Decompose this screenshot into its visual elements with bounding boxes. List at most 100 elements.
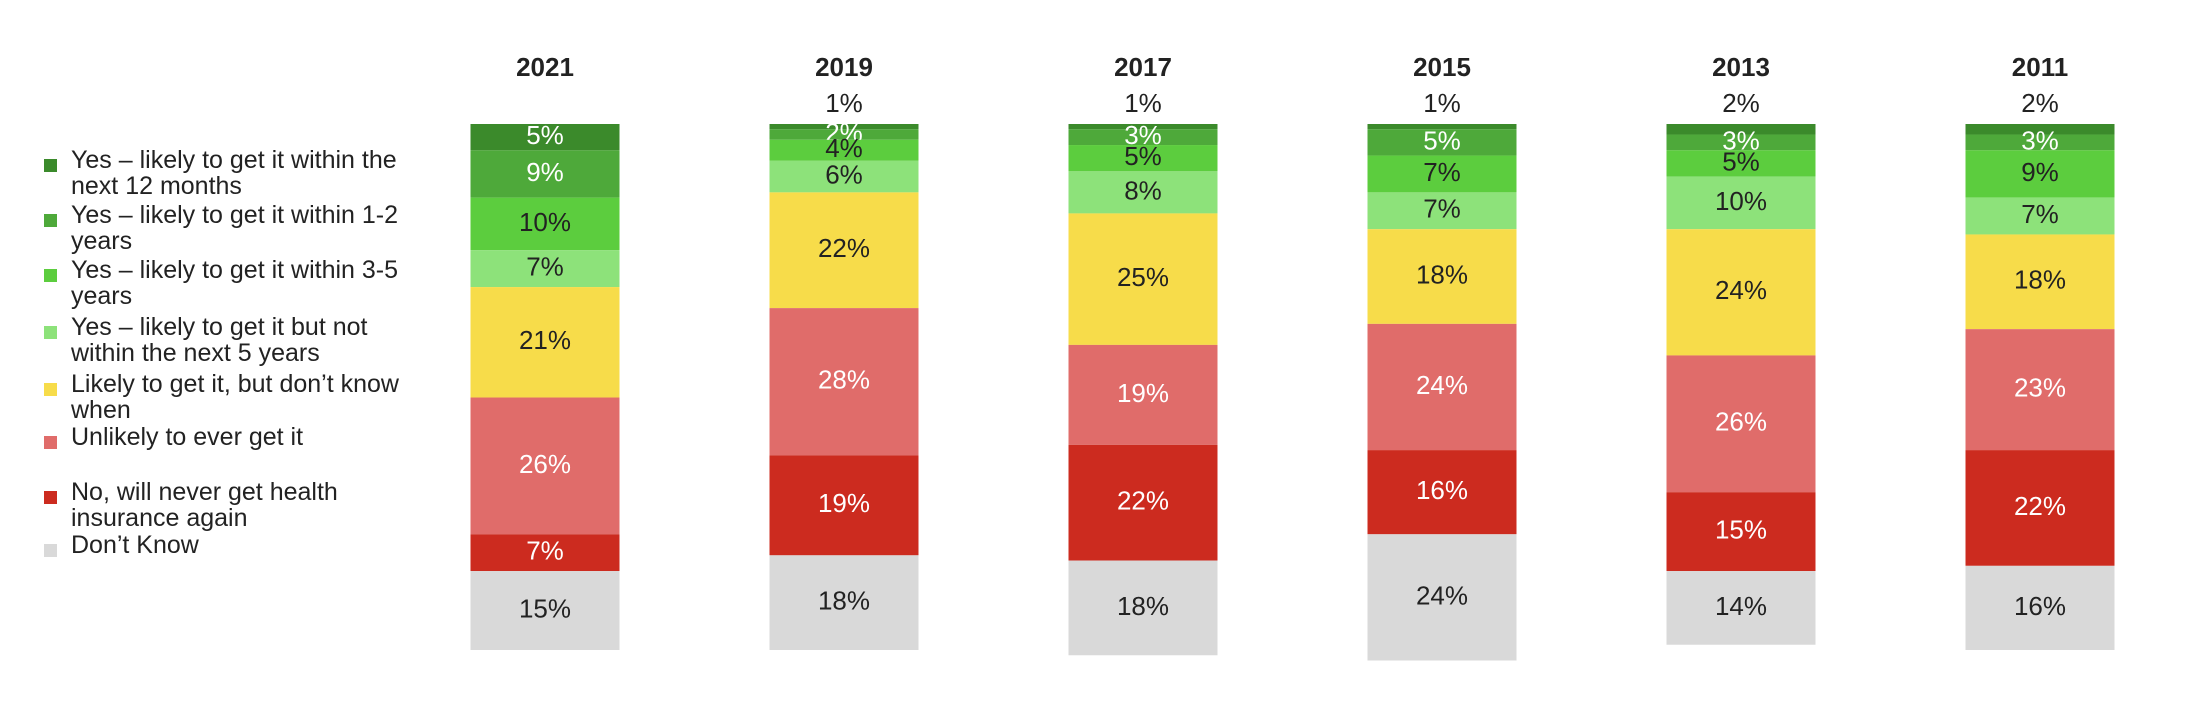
bar-segment xyxy=(1666,355,1816,493)
bar-segment xyxy=(1068,171,1218,214)
legend-item: Likely to get it, but don’t know when xyxy=(44,371,424,423)
legend-label: No, will never get health insurance agai… xyxy=(71,478,338,532)
bar-segment xyxy=(1367,323,1517,451)
bar-segment xyxy=(769,139,919,161)
data-label: 2% xyxy=(1722,88,1760,118)
bar-segment xyxy=(1666,571,1816,645)
bar-segment xyxy=(1367,534,1517,661)
bar-segment xyxy=(769,129,919,140)
legend-swatch xyxy=(44,383,57,396)
bar-segment xyxy=(470,197,620,251)
bar-segment xyxy=(1666,124,1816,135)
bar-segment xyxy=(769,124,919,130)
data-label: 18% xyxy=(1117,591,1169,621)
x-tick-label: 2015 xyxy=(1413,52,1471,82)
bar-segment xyxy=(769,455,919,556)
data-label: 18% xyxy=(2014,265,2066,295)
data-label: 1% xyxy=(1423,88,1461,118)
bar-segment xyxy=(470,250,620,288)
legend-swatch xyxy=(44,436,57,449)
bar-segment xyxy=(1068,560,1218,656)
bar-segment xyxy=(1965,134,2115,151)
legend-label: Yes – likely to get it but not within th… xyxy=(71,313,368,367)
data-label: 5% xyxy=(1124,141,1162,171)
legend-item: Yes – likely to get it within 3-5 years xyxy=(44,257,424,309)
bar-segment xyxy=(470,534,620,572)
data-label: 24% xyxy=(1416,580,1468,610)
bar-segment xyxy=(1367,124,1517,130)
bar-segment xyxy=(1367,229,1517,324)
data-label: 9% xyxy=(526,157,564,187)
data-label: 10% xyxy=(1715,186,1767,216)
x-tick-label: 2013 xyxy=(1712,52,1770,82)
bar-segment xyxy=(470,571,620,650)
legend-item: Yes – likely to get it but not within th… xyxy=(44,314,424,366)
bar-segment xyxy=(1068,213,1218,345)
data-label: 23% xyxy=(2014,373,2066,403)
bar-segment xyxy=(470,397,620,535)
legend-item: Yes – likely to get it within 1-2 years xyxy=(44,202,424,254)
legend-label: Unlikely to ever get it xyxy=(71,423,304,451)
legend-label: Yes – likely to get it within 3-5 years xyxy=(71,256,399,310)
data-label: 14% xyxy=(1715,591,1767,621)
data-label: 25% xyxy=(1117,262,1169,292)
data-label: 4% xyxy=(825,133,863,163)
bar-segment xyxy=(1965,450,2115,566)
data-label: 5% xyxy=(1423,125,1461,155)
data-label: 9% xyxy=(2021,157,2059,187)
data-label: 2% xyxy=(2021,88,2059,118)
bar-segment xyxy=(1965,234,2115,330)
bar-segment xyxy=(1965,124,2115,135)
bar-segment xyxy=(1666,150,1816,177)
bar-segment xyxy=(769,192,919,309)
legend-label: Yes – likely to get it within the next 1… xyxy=(71,146,397,200)
bar-segment xyxy=(1367,155,1517,193)
data-label: 26% xyxy=(519,449,571,479)
legend-swatch xyxy=(44,214,57,227)
data-label: 21% xyxy=(519,325,571,355)
data-label: 3% xyxy=(1722,125,1760,155)
bar-segment xyxy=(1068,145,1218,172)
data-label: 28% xyxy=(818,365,870,395)
x-tick-label: 2011 xyxy=(2012,52,2068,82)
data-label: 24% xyxy=(1416,370,1468,400)
bar-segment xyxy=(769,308,919,456)
data-label: 1% xyxy=(1124,88,1162,118)
bar-segment xyxy=(1965,197,2115,235)
data-label: 16% xyxy=(2014,591,2066,621)
bar-segment xyxy=(769,555,919,650)
data-label: 24% xyxy=(1715,275,1767,305)
data-label: 18% xyxy=(818,586,870,616)
data-label: 22% xyxy=(1117,486,1169,516)
data-label: 16% xyxy=(1416,475,1468,505)
legend-swatch xyxy=(44,159,57,172)
legend-label: Yes – likely to get it within 1-2 years xyxy=(71,201,399,255)
data-label: 26% xyxy=(1715,407,1767,437)
data-label: 7% xyxy=(1423,157,1461,187)
bar-segment xyxy=(1068,444,1218,561)
x-tick-label: 2021 xyxy=(516,52,574,82)
bar-segment xyxy=(1965,150,2115,198)
data-label: 10% xyxy=(519,207,571,237)
bar-segment xyxy=(1965,329,2115,451)
data-label: 19% xyxy=(1117,378,1169,408)
bar-segment xyxy=(470,287,620,398)
data-label: 7% xyxy=(2021,199,2059,229)
data-label: 6% xyxy=(825,159,863,189)
data-label: 15% xyxy=(519,593,571,623)
data-label: 3% xyxy=(1124,120,1162,150)
data-label: 7% xyxy=(526,536,564,566)
bar-segment xyxy=(1965,565,2115,650)
data-label: 3% xyxy=(2021,125,2059,155)
bar-segment xyxy=(1068,129,1218,146)
data-label: 1% xyxy=(825,88,863,118)
bar-segment xyxy=(1666,134,1816,151)
data-label: 15% xyxy=(1715,515,1767,545)
legend-swatch xyxy=(44,326,57,339)
bar-segment xyxy=(769,160,919,193)
bar-segment xyxy=(1068,124,1218,130)
bar-segment xyxy=(1367,192,1517,230)
bar-segment xyxy=(1666,176,1816,230)
